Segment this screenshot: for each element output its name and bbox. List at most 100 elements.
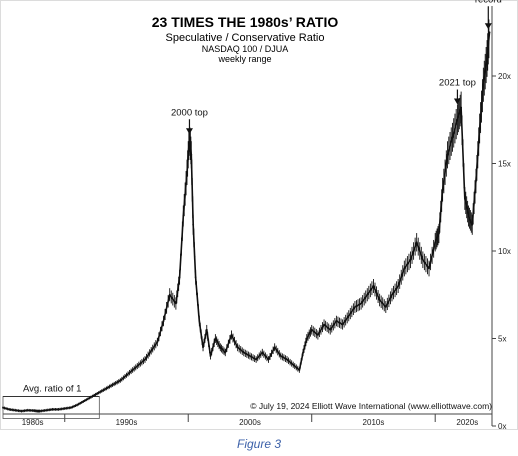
series-point bbox=[57, 408, 60, 411]
series-point bbox=[2, 406, 4, 409]
series-point bbox=[441, 188, 444, 191]
annotation-arrow-head bbox=[453, 98, 461, 105]
series-point bbox=[434, 241, 437, 244]
series-point bbox=[391, 293, 393, 296]
series-point bbox=[347, 314, 350, 317]
series-point bbox=[205, 328, 208, 331]
series-point bbox=[486, 57, 488, 60]
series-point bbox=[403, 267, 406, 270]
series-point bbox=[323, 323, 325, 326]
x-tick-label: 1990s bbox=[116, 418, 138, 427]
series-point bbox=[255, 358, 258, 361]
series-point bbox=[14, 409, 17, 412]
series-point bbox=[131, 369, 134, 371]
series-point bbox=[428, 267, 430, 270]
series-point bbox=[178, 276, 181, 279]
series-point bbox=[182, 215, 185, 217]
series-point bbox=[202, 346, 204, 349]
series-point bbox=[298, 369, 301, 371]
series-point bbox=[305, 337, 308, 340]
series-point bbox=[236, 346, 239, 349]
series-point bbox=[214, 337, 217, 340]
series-point bbox=[329, 328, 332, 331]
series-point bbox=[107, 386, 109, 389]
series-point bbox=[219, 346, 222, 349]
series-point bbox=[230, 334, 233, 336]
x-tick-label: 2020s bbox=[456, 418, 478, 427]
chart-frame: 0x 5x 10x 15x 20x 1980s 1990s 2000s 2010s 2020s A… bbox=[0, 0, 518, 430]
y-tick-label: 20x bbox=[498, 72, 511, 81]
series-point bbox=[273, 346, 276, 349]
annotation-label: 2021 top bbox=[439, 78, 476, 89]
y-tick-label: 10x bbox=[498, 247, 511, 256]
chart-title: 23 TIMES THE 1980s’ RATIO bbox=[152, 14, 339, 30]
axes: 0x 5x 10x 15x 20x 1980s 1990s 2000s 2010s 2020s bbox=[3, 6, 511, 430]
series-point bbox=[292, 363, 295, 366]
series-point bbox=[26, 409, 29, 412]
chart-subtitle-3: weekly range bbox=[217, 54, 271, 64]
series-point bbox=[249, 355, 251, 357]
series-point bbox=[45, 409, 48, 412]
annotation-arrow-head bbox=[185, 128, 193, 135]
series-point bbox=[360, 302, 363, 305]
series-point bbox=[162, 320, 165, 322]
series-point bbox=[100, 390, 103, 392]
series-point bbox=[113, 383, 116, 385]
series-point bbox=[192, 223, 195, 226]
x-tick-label: 1980s bbox=[22, 418, 44, 427]
series-point bbox=[32, 409, 35, 412]
y-tick-label: 15x bbox=[498, 160, 511, 169]
chart-svg: 0x 5x 10x 15x 20x 1980s 1990s 2000s 2010s 2020s A… bbox=[0, 0, 518, 430]
annotation-label: 2000 top bbox=[171, 107, 208, 118]
series-point bbox=[335, 320, 338, 322]
series-point bbox=[384, 306, 387, 308]
series-point bbox=[144, 358, 146, 361]
series-point bbox=[310, 328, 313, 331]
series-point bbox=[456, 118, 459, 121]
chart-subtitle-2: NASDAQ 100 / DJUA bbox=[202, 44, 289, 54]
series-point bbox=[76, 404, 78, 406]
series-point bbox=[94, 393, 97, 396]
series-point bbox=[39, 410, 41, 413]
y-tick-label: 5x bbox=[498, 335, 506, 344]
series-point bbox=[261, 351, 264, 354]
series-point bbox=[415, 241, 418, 244]
series-point bbox=[194, 276, 197, 279]
annotation-label-line2: record bbox=[475, 0, 502, 5]
series-point bbox=[488, 31, 491, 34]
series-point bbox=[174, 302, 177, 305]
series-point bbox=[409, 258, 412, 261]
series-point bbox=[150, 349, 153, 352]
series-point bbox=[463, 197, 466, 200]
x-tick-label: 2010s bbox=[363, 418, 385, 427]
series-point bbox=[224, 351, 227, 354]
series-point bbox=[478, 127, 481, 130]
series-point bbox=[168, 293, 171, 296]
series-point bbox=[366, 293, 369, 296]
chart-subtitle: Speculative / Conservative Ratio bbox=[166, 32, 325, 44]
series-point bbox=[460, 106, 463, 109]
series-point bbox=[267, 358, 270, 361]
series-point bbox=[186, 171, 188, 174]
x-tick-label: 2000s bbox=[239, 418, 261, 427]
series-point bbox=[451, 136, 454, 139]
series-point bbox=[51, 408, 54, 411]
annotation-arrow-head bbox=[484, 23, 492, 30]
series-point bbox=[36, 410, 39, 413]
reference-line-label: Avg. ratio of 1 bbox=[23, 384, 81, 395]
series-point bbox=[63, 407, 66, 410]
series-point bbox=[475, 180, 477, 182]
series-point bbox=[286, 358, 288, 361]
series-point bbox=[316, 334, 319, 336]
series-point bbox=[190, 153, 193, 156]
series-point bbox=[421, 258, 424, 261]
series-point bbox=[372, 285, 375, 287]
series-point bbox=[354, 306, 356, 308]
series-point bbox=[209, 355, 212, 357]
figure-caption: Figure 3 bbox=[236, 437, 282, 451]
series-point bbox=[279, 355, 282, 357]
series-point bbox=[88, 397, 91, 399]
series-point bbox=[378, 299, 381, 301]
series-point bbox=[242, 351, 245, 354]
